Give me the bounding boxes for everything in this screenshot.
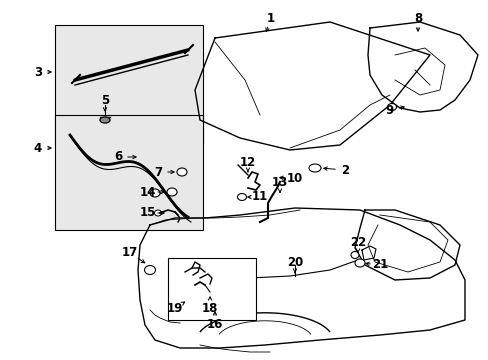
Text: 14: 14: [140, 185, 156, 198]
Ellipse shape: [354, 259, 364, 267]
Text: 11: 11: [251, 190, 267, 203]
Text: 18: 18: [202, 302, 218, 315]
Text: 4: 4: [34, 141, 42, 154]
Text: 17: 17: [122, 247, 138, 260]
Text: 2: 2: [340, 163, 348, 176]
Text: 3: 3: [34, 66, 42, 78]
Ellipse shape: [350, 252, 358, 258]
Text: 7: 7: [154, 166, 162, 179]
Text: 13: 13: [271, 175, 287, 189]
Ellipse shape: [100, 117, 110, 123]
Text: 19: 19: [166, 302, 183, 315]
Ellipse shape: [386, 104, 396, 111]
Text: 6: 6: [114, 150, 122, 163]
Ellipse shape: [154, 210, 161, 216]
Text: 9: 9: [385, 104, 393, 117]
Text: 8: 8: [413, 12, 421, 24]
Bar: [55, 25, 203, 145]
Text: 20: 20: [286, 256, 303, 270]
Ellipse shape: [150, 189, 160, 197]
Ellipse shape: [167, 188, 177, 196]
Text: 12: 12: [240, 156, 256, 168]
Ellipse shape: [308, 164, 320, 172]
Text: 10: 10: [286, 172, 303, 185]
Bar: [55, 115, 203, 230]
Text: 1: 1: [266, 12, 274, 24]
Text: 5: 5: [101, 94, 109, 107]
Ellipse shape: [237, 194, 246, 201]
Text: 15: 15: [140, 207, 156, 220]
Ellipse shape: [144, 266, 155, 274]
Bar: [168, 258, 256, 320]
Ellipse shape: [177, 168, 186, 176]
Text: 21: 21: [371, 258, 387, 271]
Text: 16: 16: [206, 319, 223, 332]
Text: 22: 22: [349, 237, 366, 249]
